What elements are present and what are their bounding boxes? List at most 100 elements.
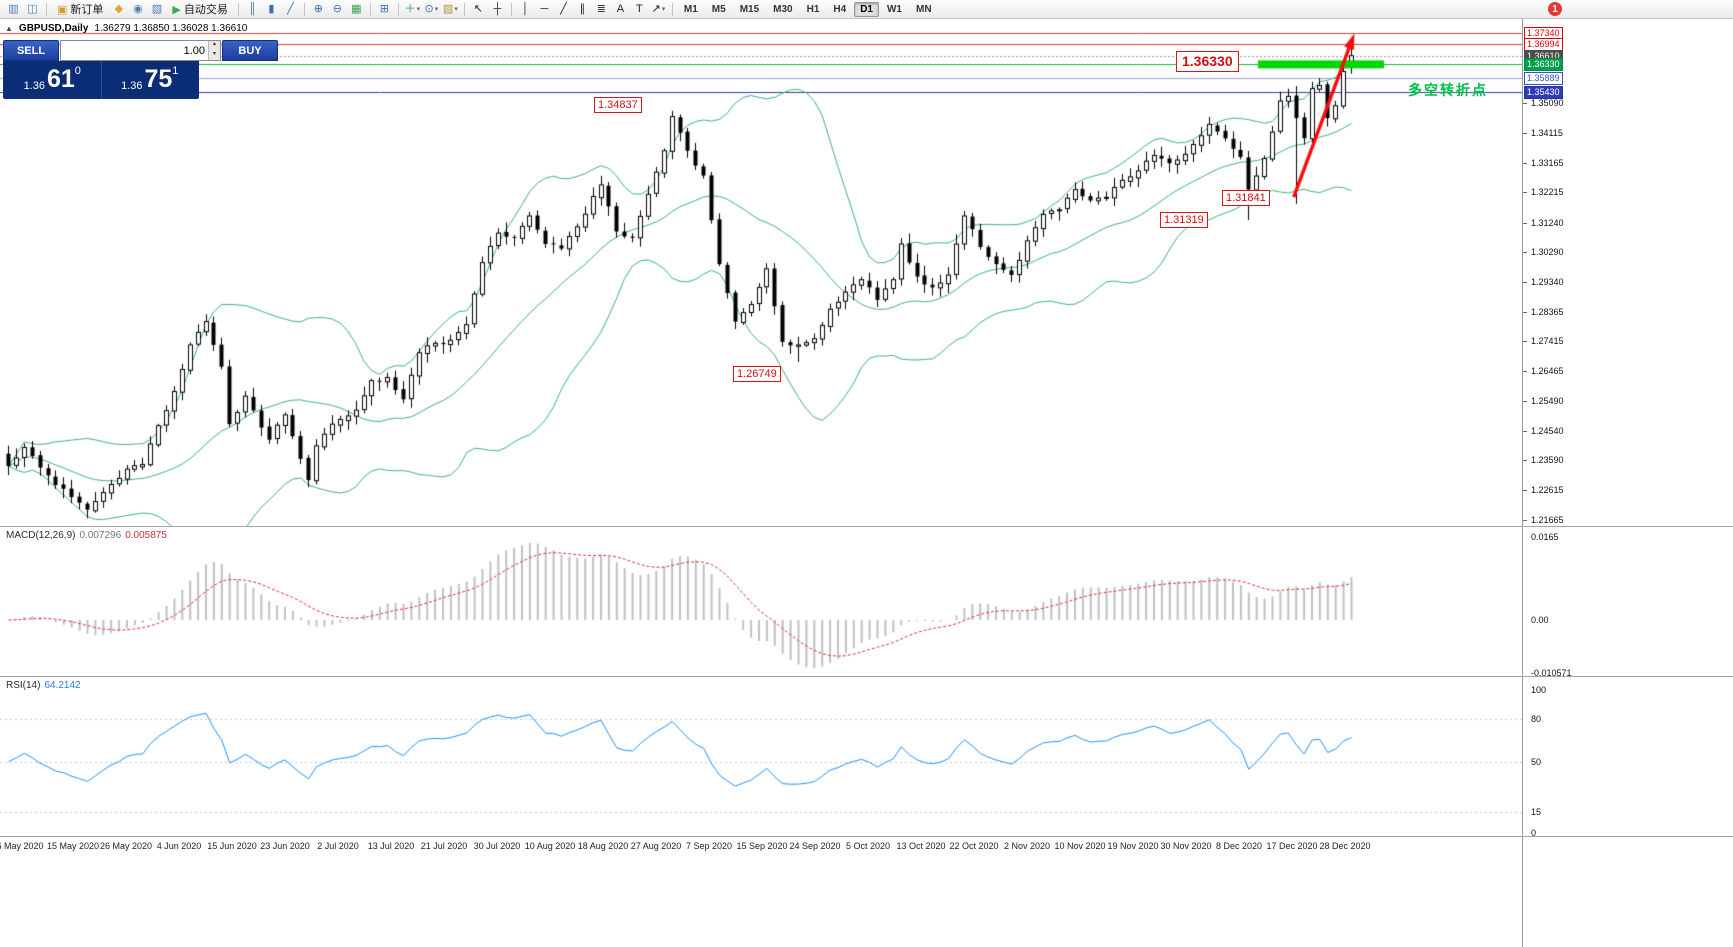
price-axis[interactable]: 1.35090 1.34115 1.33165 1.32215 1.31240 1.302… [1522,18,1733,947]
volume-up-icon[interactable]: ▴ [209,41,220,51]
price-axis-label: 1.27415 [1531,336,1564,347]
price-axis-tick-mark [1523,102,1527,104]
main-chart-canvas[interactable] [0,18,1522,527]
panel-separator[interactable] [0,836,1733,837]
chart-title-bar: ▲ GBPUSD,Daily 1.36279 1.36850 1.36028 1… [5,23,247,34]
rsi-panel-canvas[interactable] [0,677,1522,835]
price-annotation[interactable]: 1.31319 [1160,212,1208,228]
macd-scale-label: 0.0165 [1531,532,1559,542]
toolbar-separator [46,2,47,16]
buy-price-button[interactable]: 1.36 75 1 [102,61,199,98]
price-annotation[interactable]: 1.31841 [1222,190,1270,206]
date-axis-label: 2 Jul 2020 [317,841,359,851]
chart-ohlc-values: 1.36279 1.36850 1.36028 1.36610 [94,23,248,34]
volume-down-icon[interactable]: ▾ [209,50,220,60]
periods-icon[interactable]: ⊙ ▾ [424,2,439,15]
chart-symbol-period: GBPUSD,Daily [18,23,89,34]
price-axis-label: 1.31240 [1531,217,1564,228]
market-watch-icon[interactable]: ◉ [133,2,143,15]
date-axis-label: 23 Jun 2020 [260,841,310,851]
panel-separator[interactable] [0,526,1733,527]
macd-panel-canvas[interactable] [0,527,1522,677]
price-axis-tick-mark [1523,370,1527,372]
new-order-button[interactable]: ▣ 新订单 [52,2,108,17]
cursor-icon[interactable]: ↖ [473,2,483,15]
price-axis-tick-mark [1523,281,1527,283]
price-axis-label: 1.21665 [1531,515,1564,525]
macd-signal-value: 0.005875 [125,530,167,541]
timeframe-w1[interactable]: W1 [886,3,902,15]
date-axis-label: 10 Nov 2020 [1054,841,1106,851]
timeframe-mn[interactable]: MN [915,3,932,15]
trendline-icon[interactable]: ╱ [560,2,567,15]
price-axis-label: 1.23590 [1531,455,1564,466]
date-axis-label: 2 Nov 2020 [1003,841,1051,851]
timeframe-h1[interactable]: H1 [806,3,820,15]
price-axis-tick-mark [1523,460,1527,462]
rsi-value: 64.2142 [44,680,81,691]
price-annotation[interactable]: 1.34837 [594,97,642,113]
templates-icon[interactable]: ▨ ▾ [442,2,458,15]
text-label-icon[interactable]: T [636,2,643,15]
horizontal-line-icon[interactable]: ─ [540,2,549,15]
arrows-icon[interactable]: ↗ ▾ [651,2,666,15]
chart-text-annotation[interactable]: 多空转折点 [1408,82,1488,98]
macd-label: MACD(12,26,9) 0.007296 0.005875 [6,530,167,541]
tile-windows-icon[interactable]: ⊞ [379,2,389,15]
sell-price-pips: 61 [46,65,75,93]
date-axis-label: 27 Aug 2020 [630,841,682,851]
notification-badge[interactable]: 1 [1548,2,1562,16]
grid-icon[interactable]: ▦ [351,2,362,15]
macd-name: MACD(12,26,9) [6,530,76,541]
timeframe-m30[interactable]: M30 [773,3,793,15]
one-click-collapse-icon[interactable]: ▲ [5,24,13,33]
price-annotation[interactable]: 1.26749 [733,366,781,382]
autotrading-button[interactable]: ▶ 自动交易 [167,2,232,17]
volume-input[interactable] [61,41,208,60]
timeframe-d1[interactable]: D1 [854,1,879,17]
favorites-icon[interactable]: ◆ [114,2,124,15]
date-axis[interactable]: 6 May 2020 15 May 2020 26 May 2020 4 Jun 20… [0,838,1522,855]
vertical-line-icon[interactable]: │ [521,2,529,15]
dropdown-caret-icon: ▾ [434,5,439,13]
date-axis-label: 15 May 2020 [46,841,100,851]
price-axis-tick-mark [1523,311,1527,313]
macd-scale-label: 0.00 [1531,615,1549,625]
price-annotation[interactable]: 1.36330 [1176,51,1239,72]
crosshair-icon[interactable]: ┼ [493,2,502,15]
new-chart-icon[interactable]: ▥ [8,2,19,15]
dropdown-caret-icon: ▾ [416,5,421,13]
navigator-icon[interactable]: ▧ [151,2,163,15]
toolbar-separator [369,2,371,16]
timeframe-m5[interactable]: M5 [711,3,726,15]
channel-icon[interactable]: ∥ [579,2,586,15]
text-icon[interactable]: A [616,2,625,15]
dropdown-caret-icon: ▾ [454,5,458,13]
timeframe-m1[interactable]: M1 [683,3,698,15]
zoom-out-icon[interactable]: ⊖ [332,2,342,15]
price-axis-tick-mark [1523,401,1527,403]
panel-separator[interactable] [0,676,1733,677]
indicators-icon[interactable]: ＋ ▾ [404,2,421,15]
date-axis-label: 30 Nov 2020 [1160,841,1212,851]
timeframe-m15[interactable]: M15 [739,3,760,15]
macd-main-value: 0.007296 [79,530,122,541]
candlestick-chart-type-icon[interactable]: ▮ [268,2,275,15]
price-axis-tick-mark [1523,192,1527,194]
toolbar-separator [237,2,239,16]
date-axis-label: 13 Oct 2020 [896,841,946,851]
bar-chart-type-icon[interactable]: ║ [248,2,257,15]
line-chart-type-icon[interactable]: ╱ [287,2,294,15]
sell-price-button[interactable]: 1.36 61 0 [4,61,102,98]
chart-profiles-icon[interactable]: ◫ [27,2,38,15]
timeframe-h4[interactable]: H4 [833,3,847,15]
sell-button[interactable]: SELL [3,40,59,61]
zoom-in-icon[interactable]: ⊕ [313,2,323,15]
date-axis-label: 15 Sep 2020 [736,841,788,851]
rsi-scale-label: 15 [1531,806,1542,817]
fibonacci-icon[interactable]: ≣ [596,2,606,15]
buy-button[interactable]: BUY [222,40,278,61]
date-axis-label: 21 Jul 2020 [420,841,468,851]
date-axis-label: 7 Sep 2020 [685,841,733,851]
